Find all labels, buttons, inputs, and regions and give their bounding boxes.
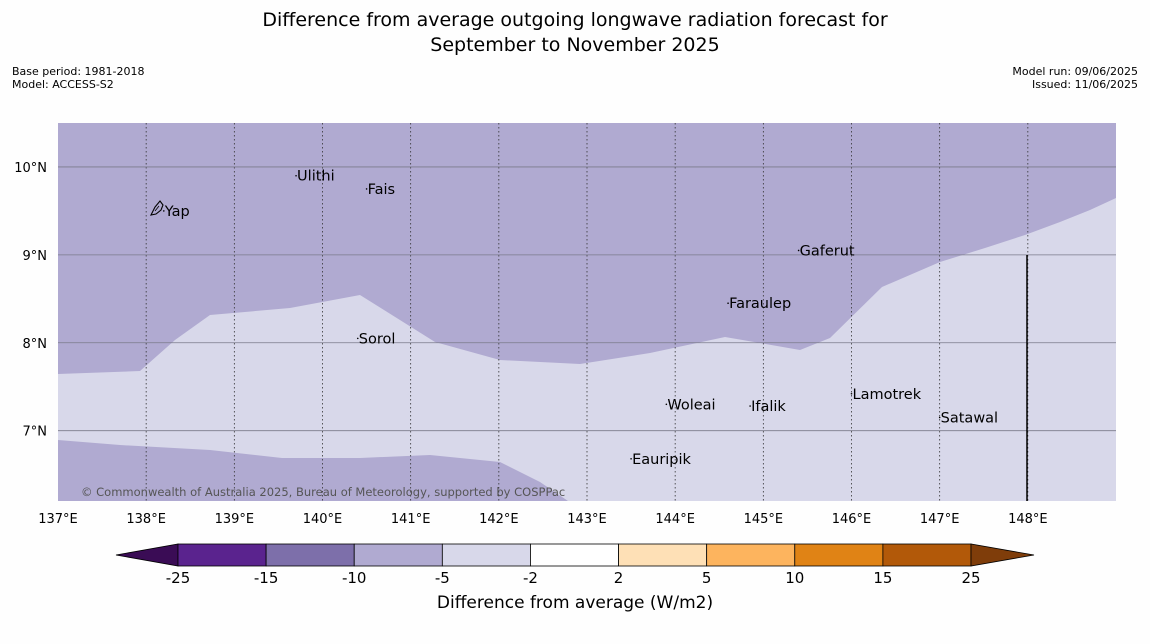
place-label: Ulithi	[297, 169, 335, 185]
lon-tick-label: 147°E	[920, 512, 960, 527]
map-plot-area: Yap Ulithi Fais Sorol Gaferut Faraulep Woleai I…	[58, 123, 1116, 501]
title-line-2: September to November 2025	[430, 34, 720, 56]
colorbar-box	[530, 543, 619, 567]
base-period: Base period: 1981-2018	[12, 65, 145, 78]
colorbar-box	[441, 543, 531, 567]
lon-tick-label: 142°E	[479, 512, 519, 527]
colorbar-tick-label: -15	[254, 569, 279, 587]
region-minus10-to-minus5-south	[58, 440, 568, 501]
lon-tick-label: 146°E	[832, 512, 872, 527]
colorbar-tick-label: -5	[435, 569, 450, 587]
colorbar-extend-low	[115, 543, 179, 567]
colorbar-tick-label: 15	[873, 569, 892, 587]
place-marker	[630, 458, 632, 460]
place-label: Ifalik	[751, 399, 786, 415]
chart-title: Difference from average outgoing longwav…	[0, 8, 1150, 58]
axis-labels: 137°E 138°E 139°E 140°E 141°E 142°E 143°E 144°E…	[14, 161, 1047, 527]
place-marker	[665, 403, 668, 406]
forecast-map: Yap Ulithi Fais Sorol Gaferut Faraulep Woleai I…	[14, 123, 1116, 587]
colorbar-tick-label: -25	[166, 569, 191, 587]
lon-tick-label: 141°E	[391, 512, 431, 527]
colorbar-box	[618, 543, 708, 567]
lon-tick-label: 144°E	[655, 512, 695, 527]
issued-date: Issued: 11/06/2025	[1031, 78, 1138, 91]
colorbar-box	[353, 543, 443, 567]
lat-tick-label: 10°N	[14, 161, 47, 176]
place-label: Satawal	[941, 410, 998, 426]
colorbar-box	[706, 543, 796, 567]
colorbar-tick-label: 10	[785, 569, 804, 587]
place-label: Fais	[368, 182, 395, 198]
colorbar-box	[882, 543, 972, 567]
place-labels: Yap Ulithi Fais Sorol Gaferut Faraulep Woleai I…	[163, 169, 998, 468]
colorbar: -25 -15 -10 -5 -2 2 5 10 15 25	[115, 543, 1035, 587]
place-label: Woleai	[667, 397, 715, 413]
lon-tick-label: 139°E	[215, 512, 255, 527]
lon-tick-label: 140°E	[303, 512, 343, 527]
place-marker	[356, 337, 359, 340]
place-marker	[749, 405, 751, 407]
place-marker	[797, 249, 800, 252]
meta-left: Base period: 1981-2018 Model: ACCESS-S2	[12, 65, 144, 91]
yap-island-outline	[150, 200, 164, 216]
place-label: Gaferut	[800, 243, 855, 259]
model-name: Model: ACCESS-S2	[12, 78, 114, 91]
lon-tick-label: 143°E	[567, 512, 607, 527]
place-marker	[850, 392, 853, 395]
place-label: Sorol	[359, 331, 396, 347]
colorbar-tick-label: -10	[342, 569, 367, 587]
model-run: Model run: 09/06/2025	[1012, 65, 1138, 78]
colorbar-tick-label: 2	[614, 569, 624, 587]
place-label: Lamotrek	[853, 387, 922, 403]
lat-tick-label: 8°N	[23, 337, 48, 352]
title-line-1: Difference from average outgoing longwav…	[262, 9, 888, 31]
colorbar-label: Difference from average (W/m2)	[436, 593, 714, 613]
place-marker	[938, 416, 941, 419]
place-marker	[295, 174, 297, 177]
lon-tick-label: 138°E	[126, 512, 166, 527]
graticule	[58, 123, 1116, 501]
colorbar-box	[177, 543, 267, 567]
place-label: Eauripik	[632, 452, 691, 468]
colorbar-box	[794, 543, 884, 567]
colorbar-box	[265, 543, 355, 567]
colorbar-tick-label: -2	[523, 569, 538, 587]
place-marker	[727, 302, 729, 305]
lat-tick-label: 9°N	[23, 249, 48, 264]
meta-right: Model run: 09/06/2025 Issued: 11/06/2025	[1012, 65, 1138, 91]
lon-tick-label: 145°E	[744, 512, 784, 527]
lon-tick-label: 148°E	[1008, 512, 1048, 527]
copyright-notice: © Commonwealth of Australia 2025, Bureau…	[81, 485, 565, 499]
lat-tick-label: 7°N	[23, 425, 48, 440]
colorbar-tick-label: 25	[961, 569, 980, 587]
place-label: Yap	[164, 204, 190, 220]
place-label: Faraulep	[729, 296, 791, 312]
lon-tick-label: 137°E	[38, 512, 78, 527]
colorbar-tick-label: 5	[702, 569, 712, 587]
place-marker	[163, 210, 165, 212]
place-marker	[365, 188, 368, 190]
colorbar-extend-high	[970, 543, 1035, 567]
